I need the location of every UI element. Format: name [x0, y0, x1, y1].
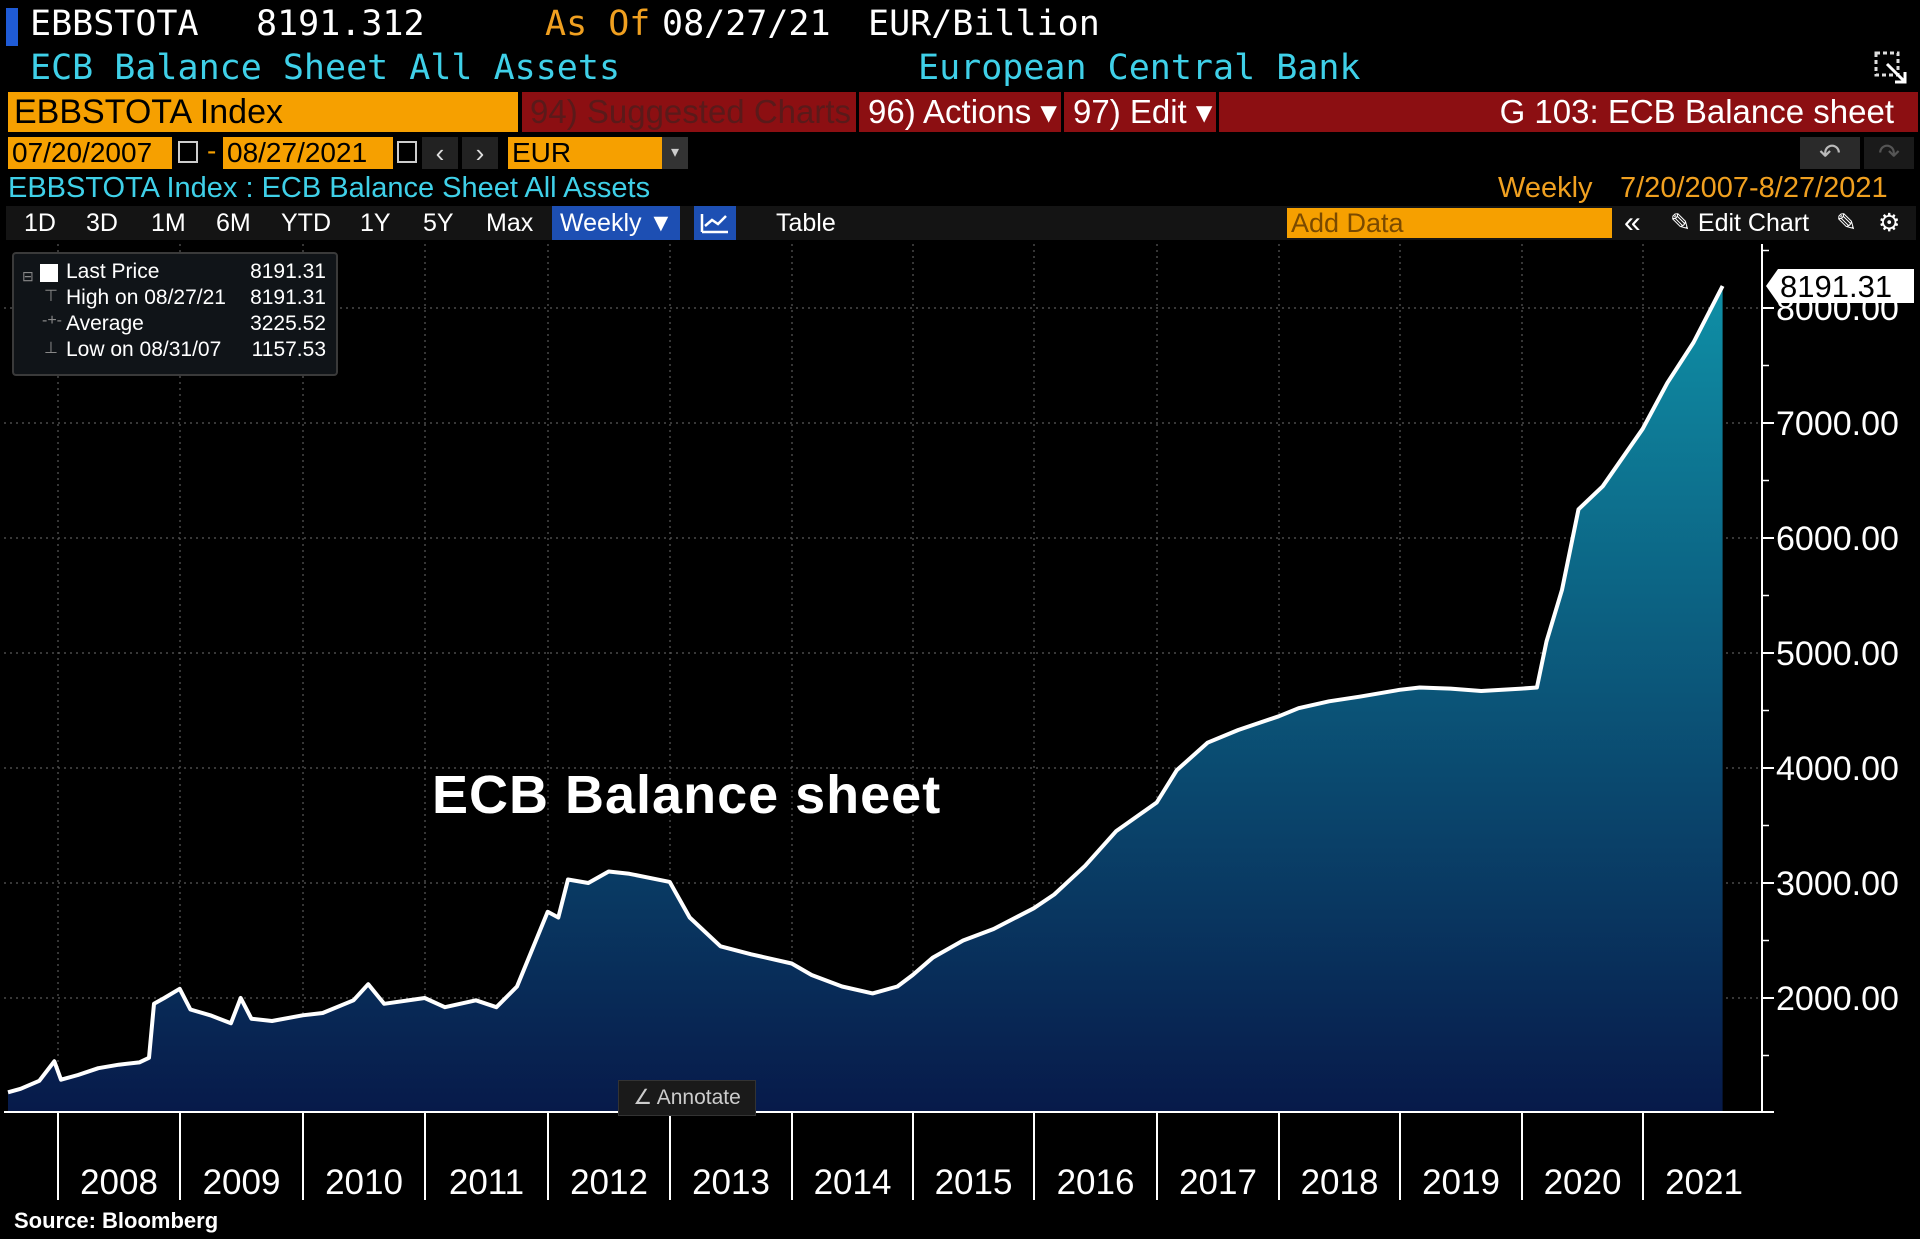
chevron-down-icon[interactable]: ▾ — [662, 137, 688, 169]
security-input[interactable]: EBBSTOTA Index — [8, 92, 518, 132]
date-range-label: 7/20/2007-8/27/2021 — [1620, 172, 1888, 204]
issuer-name: European Central Bank — [918, 48, 1361, 88]
gear-icon[interactable]: ⚙ — [1878, 209, 1901, 237]
period-3d-button[interactable]: 3D — [86, 209, 118, 237]
next-period-button[interactable]: › — [462, 137, 498, 169]
x-tick-label: 2020 — [1544, 1163, 1622, 1202]
y-tick-label: 4000.00 — [1776, 750, 1899, 788]
period-5y-button[interactable]: 5Y — [423, 209, 454, 237]
actions-menu[interactable]: 96) Actions ▾ — [868, 93, 1057, 130]
last-value-box — [1766, 269, 1914, 304]
divider — [1061, 92, 1064, 132]
asof-label: As Of — [545, 4, 651, 44]
table-view-button[interactable]: Table — [776, 209, 836, 237]
period-max-button[interactable]: Max — [486, 209, 534, 237]
x-tick-label: 2016 — [1057, 1163, 1135, 1202]
unit-label: EUR/Billion — [868, 4, 1100, 44]
chart-title: ECB Balance sheet — [432, 765, 942, 825]
y-axis: 2000.00 3000.00 4000.00 5000.00 6000.00 7000.… — [1761, 244, 1899, 1113]
low-marker-icon: ⊥ — [44, 340, 58, 357]
period-1m-button[interactable]: 1M — [151, 209, 186, 237]
date-dash: - — [207, 135, 217, 166]
x-tick-label: 2013 — [692, 1163, 770, 1202]
annotate-tool-icon[interactable]: ✎ — [1836, 209, 1857, 237]
currency-select[interactable]: EUR — [508, 137, 688, 169]
legend-label: Average — [66, 312, 144, 335]
last-value-marker: 8191.31 — [1766, 269, 1914, 304]
ticker-symbol: EBBSTOTA — [30, 4, 199, 44]
x-tick-label: 2014 — [814, 1163, 892, 1202]
redo-button[interactable]: ↷ — [1864, 137, 1914, 169]
x-tick-label: 2010 — [325, 1163, 403, 1202]
x-tick-label: 2011 — [449, 1163, 524, 1202]
x-axis: 2008 2009 2010 2011 2012 2013 2014 2015 2016 2017… — [4, 1111, 1762, 1202]
x-tick-label: 2009 — [203, 1163, 281, 1202]
legend-label: High on 08/27/21 — [66, 286, 226, 309]
security-color-marker — [6, 8, 18, 46]
period-1y-button[interactable]: 1Y — [360, 209, 391, 237]
legend-value: 3225.52 — [250, 312, 326, 335]
period-1d-button[interactable]: 1D — [24, 209, 56, 237]
x-tick-label: 2018 — [1301, 1163, 1379, 1202]
divider — [1216, 92, 1219, 132]
period-6m-button[interactable]: 6M — [216, 209, 251, 237]
x-tick-label: 2019 — [1422, 1163, 1500, 1202]
average-marker-icon: -+- — [42, 312, 62, 329]
x-tick-label: 2021 — [1665, 1163, 1743, 1202]
suggested-charts-button[interactable]: 94) Suggested Charts — [530, 93, 852, 130]
undo-button[interactable]: ↶ — [1800, 137, 1860, 169]
popout-window-icon[interactable] — [1873, 50, 1909, 86]
y-tick-label: 7000.00 — [1776, 405, 1899, 443]
add-data-input[interactable]: Add Data — [1287, 208, 1612, 238]
command-bar — [522, 92, 1918, 132]
high-marker-icon: ⊤ — [44, 288, 58, 305]
y-tick-label: 5000.00 — [1776, 635, 1899, 673]
y-tick-label: 6000.00 — [1776, 520, 1899, 558]
frequency-dropdown[interactable]: Weekly ▼ — [552, 206, 680, 240]
chart-subtitle: EBBSTOTA Index : ECB Balance Sheet All A… — [8, 172, 651, 204]
source-note: Source: Bloomberg — [14, 1208, 219, 1233]
security-description: ECB Balance Sheet All Assets — [30, 48, 621, 88]
series-area — [8, 286, 1723, 1112]
legend-label: Last Price — [66, 260, 160, 283]
collapse-legend-icon[interactable]: ⊟ — [22, 268, 34, 284]
end-date-input[interactable]: 08/27/2021 — [223, 137, 393, 169]
legend-value: 8191.31 — [250, 260, 326, 283]
y-tick-label: 3000.00 — [1776, 865, 1899, 903]
edit-chart-button[interactable]: ✎ Edit Chart — [1670, 209, 1810, 237]
period-ytd-button[interactable]: YTD — [281, 209, 331, 237]
annotate-button[interactable]: ∠ Annotate — [618, 1080, 756, 1116]
line-chart-icon[interactable] — [694, 206, 736, 240]
chart-legend[interactable]: ⊟ Last Price 8191.31 ⊤ High on 08/27/21 … — [12, 252, 338, 376]
calendar-icon[interactable] — [397, 141, 417, 163]
legend-value: 1157.53 — [251, 338, 326, 361]
collapse-icon[interactable]: « — [1624, 206, 1641, 239]
x-tick-label: 2012 — [570, 1163, 648, 1202]
start-date-input[interactable]: 07/20/2007 — [8, 137, 172, 169]
divider — [856, 92, 859, 132]
x-tick-label: 2017 — [1179, 1163, 1257, 1202]
legend-value: 8191.31 — [250, 286, 326, 309]
last-value-label: 8191.31 — [1780, 269, 1892, 304]
legend-label: Low on 08/31/07 — [66, 338, 222, 361]
last-price-swatch — [40, 264, 58, 282]
edit-menu[interactable]: 97) Edit ▾ — [1073, 93, 1213, 130]
prev-period-button[interactable]: ‹ — [422, 137, 458, 169]
chart-grid — [4, 244, 1762, 1112]
y-tick-label: 2000.00 — [1776, 980, 1899, 1018]
calendar-icon[interactable] — [178, 141, 198, 163]
asof-date: 08/27/21 — [662, 4, 831, 44]
chart-name: G 103: ECB Balance sheet — [1499, 93, 1894, 130]
series-line — [7, 285, 1725, 1095]
x-tick-label: 2015 — [935, 1163, 1013, 1202]
last-price: 8191.312 — [256, 4, 425, 44]
x-tick-label: 2008 — [80, 1163, 158, 1202]
frequency-label: Weekly — [1498, 172, 1593, 204]
balance-sheet-chart: 2008 2009 2010 2011 2012 2013 2014 2015 2016 2017… — [4, 244, 1914, 1202]
